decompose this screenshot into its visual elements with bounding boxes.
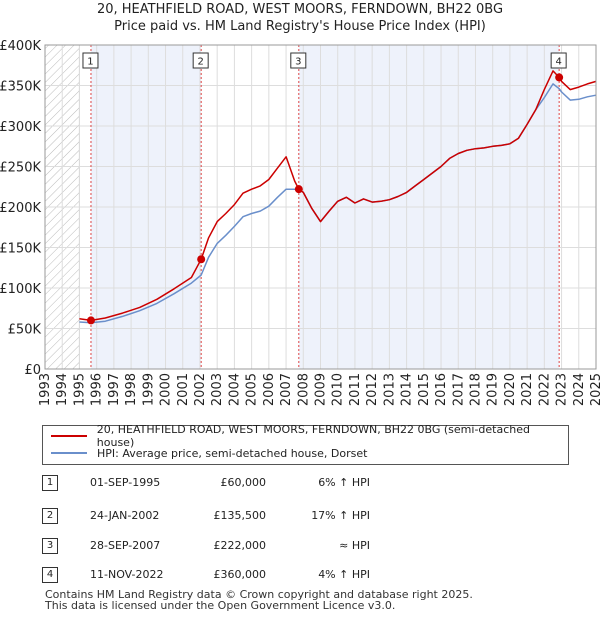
- footer-copyright: Contains HM Land Registry data © Crown c…: [45, 588, 473, 601]
- x-tick-label: 2012: [365, 373, 380, 406]
- x-tick-label: 1997: [107, 373, 122, 406]
- sale-date: 28-SEP-2007: [90, 539, 161, 552]
- x-tick-label: 2025: [589, 373, 600, 406]
- sale-point: [86, 316, 95, 325]
- sale-hpi: ≈ HPI: [339, 539, 370, 552]
- x-tick-label: 2013: [382, 373, 397, 406]
- sale-hpi: 4% ↑ HPI: [318, 568, 370, 581]
- footer-licence: This data is licensed under the Open Gov…: [45, 599, 396, 612]
- chart-title: 20, HEATHFIELD ROAD, WEST MOORS, FERNDOW…: [96, 2, 504, 17]
- y-tick-label: £250K: [0, 161, 41, 176]
- x-tick-label: 2002: [193, 373, 208, 406]
- sale-row: 1 01-SEP-1995 £60,000 6% ↑ HPI: [42, 474, 442, 494]
- chart-subtitle: Price paid vs. HM Land Registry's House …: [114, 19, 486, 34]
- sale-price: £135,500: [213, 509, 267, 522]
- x-tick-label: 2018: [468, 373, 483, 406]
- x-tick-label: 2003: [210, 373, 225, 406]
- sale-point: [294, 185, 303, 194]
- y-tick-label: £300K: [0, 120, 41, 135]
- x-tick-label: 2019: [486, 373, 501, 406]
- sale-marker-label: 4: [555, 57, 561, 68]
- sale-row: 4 11-NOV-2022 £360,000 4% ↑ HPI: [42, 566, 442, 586]
- x-tick-label: 2023: [555, 373, 570, 406]
- x-tick-label: 2014: [400, 373, 415, 406]
- y-tick-label: £50K: [8, 323, 42, 338]
- x-tick-label: 2020: [503, 373, 518, 406]
- x-tick-label: 2015: [417, 373, 432, 406]
- sale-marker-label: 2: [197, 57, 203, 68]
- sale-number: 4: [42, 567, 58, 583]
- legend-swatch-hpi: [51, 452, 87, 454]
- sale-price: £222,000: [213, 539, 267, 552]
- sale-price: £60,000: [220, 476, 267, 489]
- y-tick-label: £0: [24, 363, 41, 378]
- y-tick-label: £350K: [0, 80, 41, 95]
- x-tick-label: 2001: [176, 373, 191, 406]
- sale-marker-box: [290, 52, 307, 69]
- legend-label-hpi: HPI: Average price, semi-detached house,…: [97, 446, 368, 460]
- x-tick-label: 2024: [572, 373, 587, 406]
- footer: Contains HM Land Registry data © Crown c…: [45, 589, 473, 611]
- sale-number: 1: [42, 475, 58, 491]
- x-tick-label: 2010: [331, 373, 346, 406]
- x-tick-label: 2007: [279, 373, 294, 406]
- legend-swatch-property: [51, 435, 87, 437]
- sale-date: 01-SEP-1995: [90, 476, 161, 489]
- legend: 20, HEATHFIELD ROAD, WEST MOORS, FERNDOW…: [42, 423, 569, 465]
- sale-row: 3 28-SEP-2007 £222,000 ≈ HPI: [42, 537, 442, 557]
- sale-marker-box: [192, 52, 209, 69]
- x-tick-label: 1995: [72, 373, 87, 406]
- legend-label-property: 20, HEATHFIELD ROAD, WEST MOORS, FERNDOW…: [96, 423, 530, 449]
- price-chart: 1 2 3 4 £0 £50K £100K £150K £200K £250K £300K £350…: [0, 39, 600, 406]
- y-tick-label: £200K: [0, 201, 41, 216]
- x-tick-label: 1994: [55, 373, 70, 406]
- x-tick-label: 2000: [159, 373, 174, 406]
- sale-number: 2: [42, 508, 58, 524]
- property-price-line: [79, 70, 597, 322]
- x-tick-label: 2005: [245, 373, 260, 406]
- x-tick-label: 2009: [314, 373, 329, 406]
- x-tick-label: 1998: [124, 373, 139, 406]
- x-tick-label: 1999: [141, 373, 156, 406]
- sale-hpi: 17% ↑ HPI: [311, 509, 370, 522]
- sale-marker-box: [82, 52, 99, 69]
- legend-entry-property: 20, HEATHFIELD ROAD, WEST MOORS, FERNDOW…: [51, 423, 568, 449]
- x-tick-label: 2004: [227, 373, 242, 406]
- sale-number: 3: [42, 538, 58, 554]
- plot-frame: [44, 44, 597, 370]
- sale-hpi: 6% ↑ HPI: [318, 476, 370, 489]
- sale-marker-label: 3: [295, 57, 301, 68]
- sale-point: [197, 255, 206, 264]
- x-tick-label: 2016: [434, 373, 449, 406]
- x-tick-label: 2006: [262, 373, 277, 406]
- sale-row: 2 24-JAN-2002 £135,500 17% ↑ HPI: [42, 507, 442, 527]
- x-tick-label: 2017: [451, 373, 466, 406]
- x-tick-label: 2008: [296, 373, 311, 406]
- x-tick-label: 2021: [520, 373, 535, 406]
- sale-date: 11-NOV-2022: [90, 568, 164, 581]
- y-tick-label: £150K: [0, 242, 41, 257]
- x-tick-label: 1996: [90, 373, 105, 406]
- x-tick-label: 1993: [38, 373, 53, 406]
- y-tick-label: £100K: [0, 282, 41, 297]
- y-tick-label: £400K: [0, 39, 41, 54]
- sale-point: [555, 73, 564, 82]
- x-tick-label: 2011: [348, 373, 363, 406]
- sale-marker-box: [550, 52, 567, 69]
- legend-entry-hpi: HPI: Average price, semi-detached house,…: [51, 445, 367, 461]
- sale-date: 24-JAN-2002: [90, 509, 160, 522]
- sale-marker-label: 1: [87, 57, 93, 68]
- x-tick-label: 2022: [537, 373, 552, 406]
- sale-price: £360,000: [213, 568, 267, 581]
